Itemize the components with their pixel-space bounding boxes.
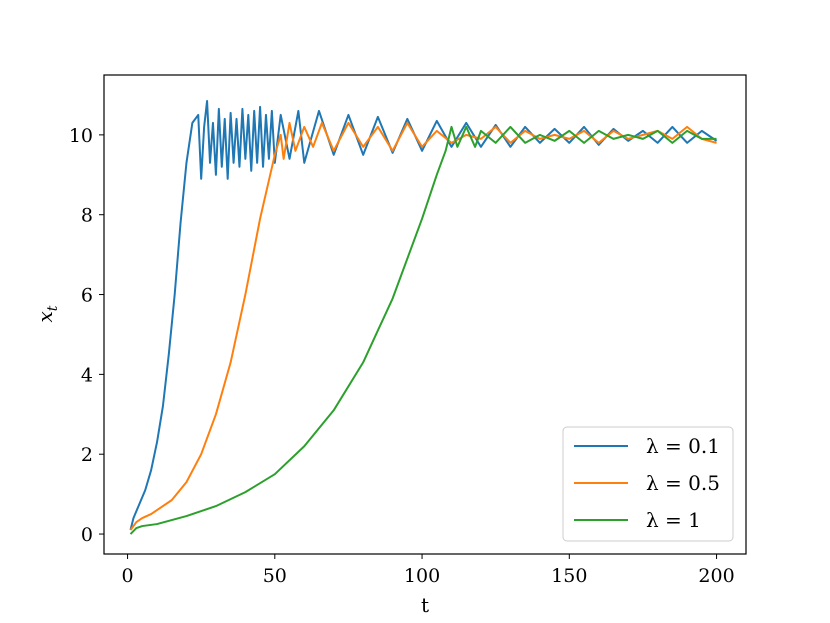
plot-frame xyxy=(103,74,747,555)
y-axis-label: xt xyxy=(33,305,61,322)
y-tick-label: 4 xyxy=(81,364,93,386)
x-axis-ticks: 0 50 100 150 200 xyxy=(122,554,735,587)
legend: λ = 0.1 λ = 0.5 λ = 1 xyxy=(562,426,734,542)
x-tick-label: 200 xyxy=(698,565,734,587)
legend-label: λ = 1 xyxy=(646,508,701,532)
legend-label: λ = 0.5 xyxy=(646,471,720,495)
y-tick-label: 10 xyxy=(69,125,93,147)
legend-label: λ = 0.1 xyxy=(646,434,720,458)
series-line-2 xyxy=(129,121,717,531)
y-axis-label-subscript: t xyxy=(45,305,61,311)
legend-box xyxy=(562,426,734,542)
x-tick-label: 150 xyxy=(551,565,587,587)
x-tick-label: 100 xyxy=(404,565,440,587)
series-layer xyxy=(129,99,718,535)
x-axis-label: t xyxy=(421,593,429,617)
y-axis-label-text: x xyxy=(33,311,57,322)
x-tick-label: 0 xyxy=(122,565,134,587)
y-tick-label: 2 xyxy=(81,444,93,466)
series-line-3 xyxy=(129,125,717,535)
x-tick-label: 50 xyxy=(263,565,287,587)
y-tick-label: 6 xyxy=(81,285,93,307)
y-tick-label: 0 xyxy=(81,524,93,546)
y-tick-label: 8 xyxy=(81,205,93,227)
y-axis-ticks: 0 2 4 6 8 10 xyxy=(69,125,104,546)
